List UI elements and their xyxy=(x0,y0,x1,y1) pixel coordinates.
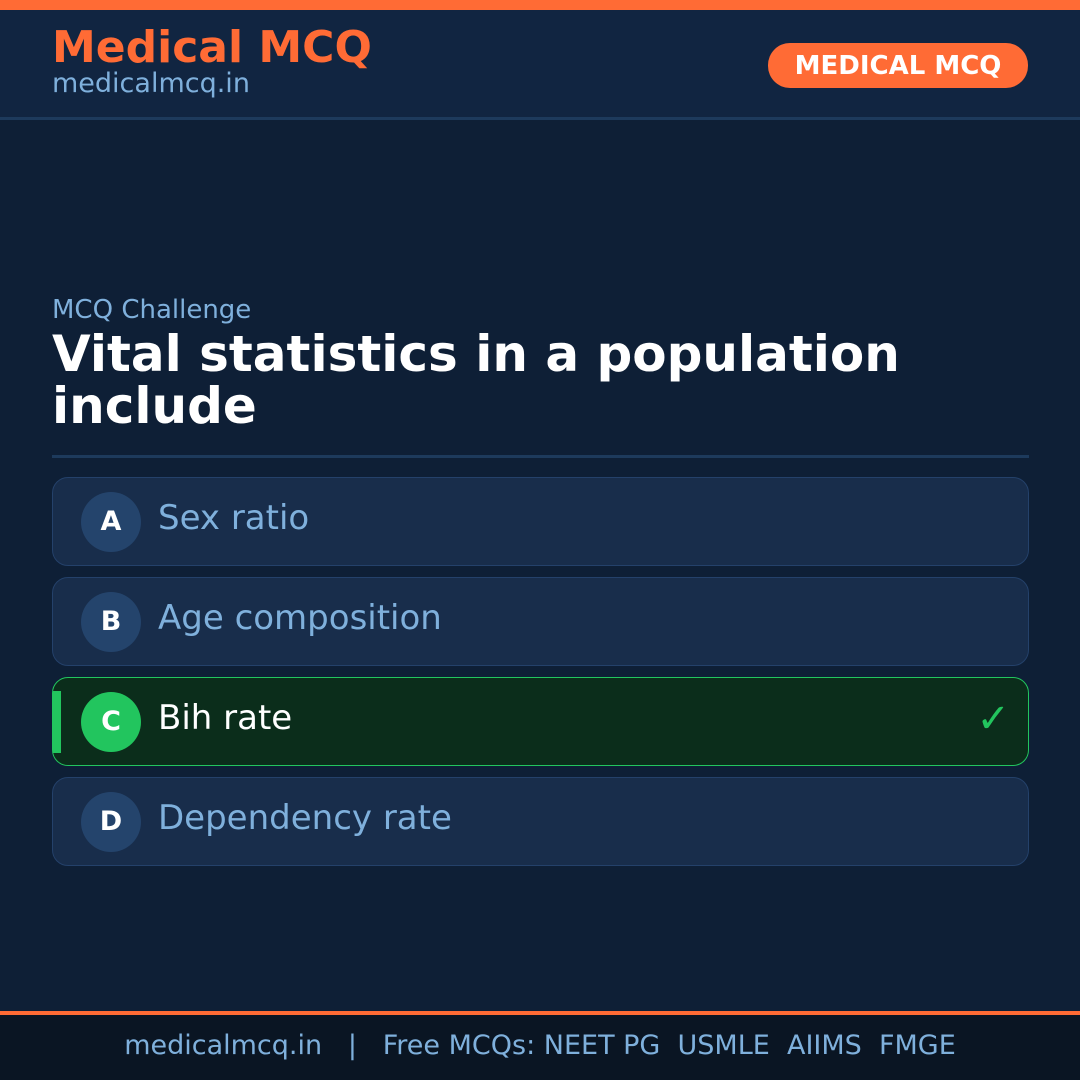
footer: medicalmcq.in | Free MCQs: NEET PG USMLE… xyxy=(0,1011,1080,1080)
option-b[interactable]: B Age composition xyxy=(52,577,1029,666)
question-text: Vital statistics in a population include xyxy=(52,325,900,435)
option-letter: C xyxy=(81,692,141,752)
brand-title: Medical MCQ xyxy=(52,22,372,73)
option-letter: B xyxy=(81,592,141,652)
option-letter: A xyxy=(81,492,141,552)
option-d[interactable]: D Dependency rate xyxy=(52,777,1029,866)
option-a[interactable]: A Sex ratio xyxy=(52,477,1029,566)
option-text: Dependency rate xyxy=(158,798,452,838)
header: Medical MCQ medicalmcq.in MEDICAL MCQ xyxy=(0,10,1080,120)
option-text: Bih rate xyxy=(158,698,293,738)
option-text: Age composition xyxy=(158,598,442,638)
brand-site: medicalmcq.in xyxy=(52,68,250,99)
footer-text: Free MCQs: NEET PG USMLE AIIMS FMGE xyxy=(382,1030,956,1061)
footer-separator: | xyxy=(347,1030,357,1061)
footer-site: medicalmcq.in xyxy=(124,1030,323,1061)
option-letter: D xyxy=(81,792,141,852)
divider xyxy=(52,455,1029,458)
checkmark-icon: ✓ xyxy=(976,696,1010,742)
option-c-correct[interactable]: C Bih rate ✓ xyxy=(52,677,1029,766)
brand-badge: MEDICAL MCQ xyxy=(768,43,1028,88)
question-kicker: MCQ Challenge xyxy=(52,295,252,325)
option-text: Sex ratio xyxy=(158,498,310,538)
accent-bar xyxy=(0,0,1080,10)
correct-indicator-bar xyxy=(53,691,61,753)
